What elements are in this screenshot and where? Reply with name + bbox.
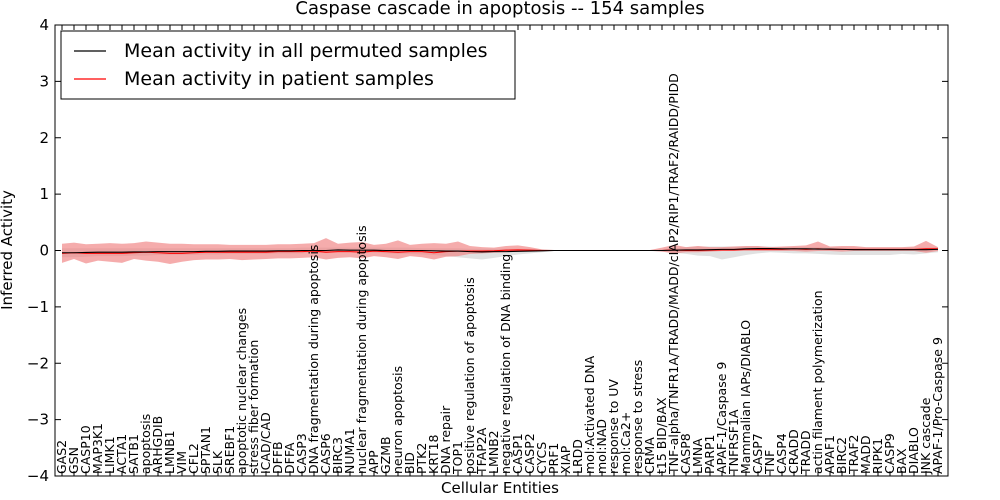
x-tick-label: CASP9	[882, 433, 897, 474]
x-tick-label: LIMK1	[102, 436, 117, 474]
x-tick-label: CASP7	[750, 433, 765, 474]
x-tick-label: CASP4	[774, 433, 789, 474]
x-axis-label: Cellular Entities	[441, 479, 559, 497]
x-axis-ticks: GAS2GSNCASP10MAP3K1LIMK1ACTA1SATB1apopto…	[54, 25, 945, 476]
x-tick-label: CYCS	[534, 442, 549, 474]
x-tick-label: XIAP	[558, 445, 573, 474]
x-tick-label: GZMB	[378, 436, 393, 474]
x-tick-label: SATB1	[126, 434, 141, 474]
chart-title: Caspase cascade in apoptosis -- 154 samp…	[295, 0, 704, 19]
x-tick-label: RIPK1	[870, 438, 885, 474]
x-tick-label: APAF-1/Pro-Caspase 9	[930, 337, 945, 474]
x-tick-label: CASP3	[294, 433, 309, 474]
x-tick-label: TNF	[762, 450, 777, 475]
x-tick-label: response to UV	[606, 379, 621, 474]
legend-label-patient: Mean activity in patient samples	[124, 68, 434, 90]
y-tick-label: 4	[39, 16, 49, 34]
x-tick-label: GSN	[66, 447, 81, 474]
legend: Mean activity in all permuted samples Me…	[60, 30, 516, 100]
x-tick-label: DNA repair	[438, 405, 453, 474]
x-tick-label: DNA fragmentation during apoptosis	[306, 245, 321, 474]
x-tick-label: TFAP2A	[474, 427, 489, 475]
x-tick-label: stress fiber formation	[246, 340, 261, 474]
x-tick-label: ACTA1	[114, 434, 129, 474]
x-tick-label: BIRC3	[330, 437, 345, 474]
x-tick-label: neuron apoptosis	[390, 366, 405, 474]
x-tick-label: nuclear fragmentation during apoptosis	[354, 225, 369, 474]
x-tick-label: CASP6	[318, 433, 333, 474]
x-tick-label: JNK cascade	[918, 397, 933, 475]
x-tick-label: GAS2	[54, 440, 69, 474]
y-tick-label: −1	[27, 298, 49, 316]
x-tick-label: CASP8	[678, 433, 693, 474]
x-tick-label: DIABLO	[906, 427, 921, 474]
x-tick-label: mol:NAD	[594, 419, 609, 474]
x-tick-label: LMNB2	[486, 430, 501, 474]
y-axis-ticks: 4 3 2 1 0 −1 −2 −3 −4	[27, 16, 948, 485]
y-axis-label: Inferred Activity	[0, 190, 16, 310]
x-tick-label: CFL2	[186, 443, 201, 474]
series-lines	[61, 247, 939, 254]
x-tick-label: KRT18	[426, 434, 441, 474]
y-tick-label: −2	[27, 354, 49, 372]
x-tick-label: DFFA	[282, 442, 297, 474]
x-tick-label: MAP3K1	[90, 423, 105, 474]
x-tick-label: CRADD	[786, 429, 801, 474]
x-tick-label: SLK	[210, 450, 225, 474]
x-tick-label: response to stress	[630, 360, 645, 474]
x-tick-label: TRADD	[798, 430, 813, 475]
y-tick-label: −3	[27, 411, 49, 429]
x-tick-label: apoptosis	[138, 414, 153, 474]
x-tick-label: PARP1	[702, 435, 717, 474]
x-tick-label: NUMA1	[342, 428, 357, 474]
x-tick-label: ICAD/CAD	[258, 412, 273, 474]
x-tick-label: TOP1	[450, 441, 465, 475]
x-tick-label: BAX	[894, 448, 909, 474]
x-tick-label: Mammalian IAPs/DIABLO	[738, 320, 753, 474]
y-tick-label: 3	[39, 72, 49, 90]
y-tick-label: −4	[27, 467, 49, 485]
x-tick-label: TNF-alpha/TNFR1A/TRADD/MADD/cIAP2/RIP1/T…	[666, 73, 681, 475]
x-tick-label: PRF1	[546, 443, 561, 474]
x-tick-label: actin filament polymerization	[810, 290, 825, 474]
x-tick-label: mol:Activated DNA	[582, 355, 597, 474]
x-tick-label: APAF-1/Caspase 9	[714, 362, 729, 474]
x-tick-label: DFFB	[270, 441, 285, 474]
x-tick-label: TNFRSF1A	[726, 409, 741, 475]
x-tick-label: CASP2	[522, 433, 537, 474]
x-tick-label: SREBF1	[222, 426, 237, 474]
x-tick-label: BID	[402, 452, 417, 474]
x-tick-label: CASP10	[78, 425, 93, 474]
x-tick-label: SPTAN1	[198, 426, 213, 474]
permuted-mean-line	[62, 247, 939, 254]
x-tick-label: LRDD	[570, 439, 585, 474]
x-tick-label: negative regulation of DNA binding	[498, 254, 513, 474]
x-tick-label: VIM	[174, 451, 189, 474]
x-tick-label: CRMA	[642, 437, 657, 474]
x-tick-label: ARHGDIB	[150, 416, 165, 474]
x-tick-label: CASP1	[510, 433, 525, 474]
x-tick-label: APAF1	[822, 435, 837, 474]
x-tick-label: mol:Ca2+	[618, 412, 633, 474]
x-tick-label: BIRC2	[834, 437, 849, 474]
x-tick-label: PTK2	[414, 443, 429, 474]
x-tick-label: MADD	[858, 435, 873, 474]
x-tick-label: positive regulation of apoptosis	[462, 277, 477, 474]
x-tick-label: t15 BID/BAX	[654, 397, 669, 474]
y-tick-label: 1	[39, 185, 49, 203]
patient-band	[62, 238, 938, 265]
legend-label-permuted: Mean activity in all permuted samples	[124, 40, 487, 62]
x-tick-label: LMNA	[690, 438, 705, 474]
legend-box	[60, 30, 516, 100]
x-tick-label: apoptotic nuclear changes	[234, 308, 249, 474]
x-tick-label: TRAF2	[846, 434, 861, 475]
x-tick-label: APP	[366, 450, 381, 474]
y-tick-label: 0	[39, 242, 49, 260]
x-tick-label: LMNB1	[162, 430, 177, 474]
y-tick-label: 2	[39, 129, 49, 147]
